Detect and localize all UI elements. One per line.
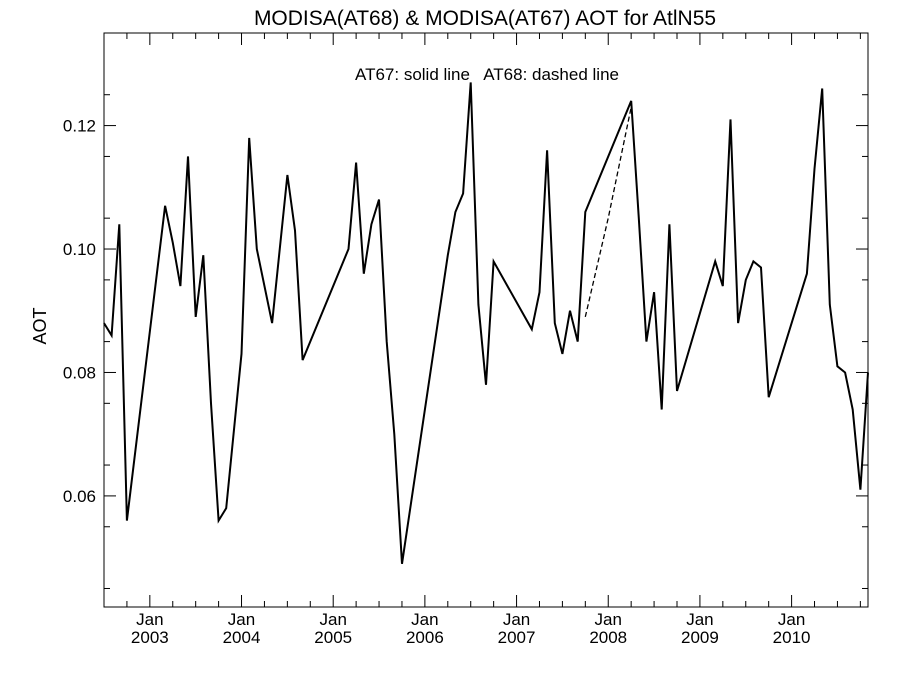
x-tick-month-label: Jan [686,610,713,629]
x-tick-year-label: 2007 [498,628,536,647]
series-line-at67 [103,82,869,564]
series-line-at68 [584,106,632,318]
x-tick-month-label: Jan [228,610,255,629]
x-tick-year-label: 2003 [131,628,169,647]
y-axis-label: AOT [30,307,50,344]
series-layer [103,82,869,564]
x-tick-month-label: Jan [503,610,530,629]
chart-title: MODISA(AT68) & MODISA(AT67) AOT for AtlN… [254,7,716,30]
y-tick-label: 0.08 [63,363,96,382]
x-tick-month-label: Jan [595,610,622,629]
x-tick-year-label: 2009 [681,628,719,647]
y-tick-label: 0.06 [63,487,96,506]
x-tick-year-label: 2008 [589,628,627,647]
y-tick-label: 0.12 [63,117,96,136]
x-tick-month-label: Jan [778,610,805,629]
x-tick-year-label: 2004 [223,628,261,647]
x-tick-year-label: 2005 [314,628,352,647]
x-tick-year-label: 2010 [773,628,811,647]
axes: 0.060.080.100.12Jan2003Jan2004Jan2005Jan… [63,32,868,647]
x-tick-month-label: Jan [319,610,346,629]
x-tick-year-label: 2006 [406,628,444,647]
legend-annotation: AT67: solid line AT68: dashed line [355,65,619,84]
y-tick-label: 0.10 [63,240,96,259]
x-tick-month-label: Jan [411,610,438,629]
x-tick-month-label: Jan [136,610,163,629]
plot-frame [103,32,869,608]
